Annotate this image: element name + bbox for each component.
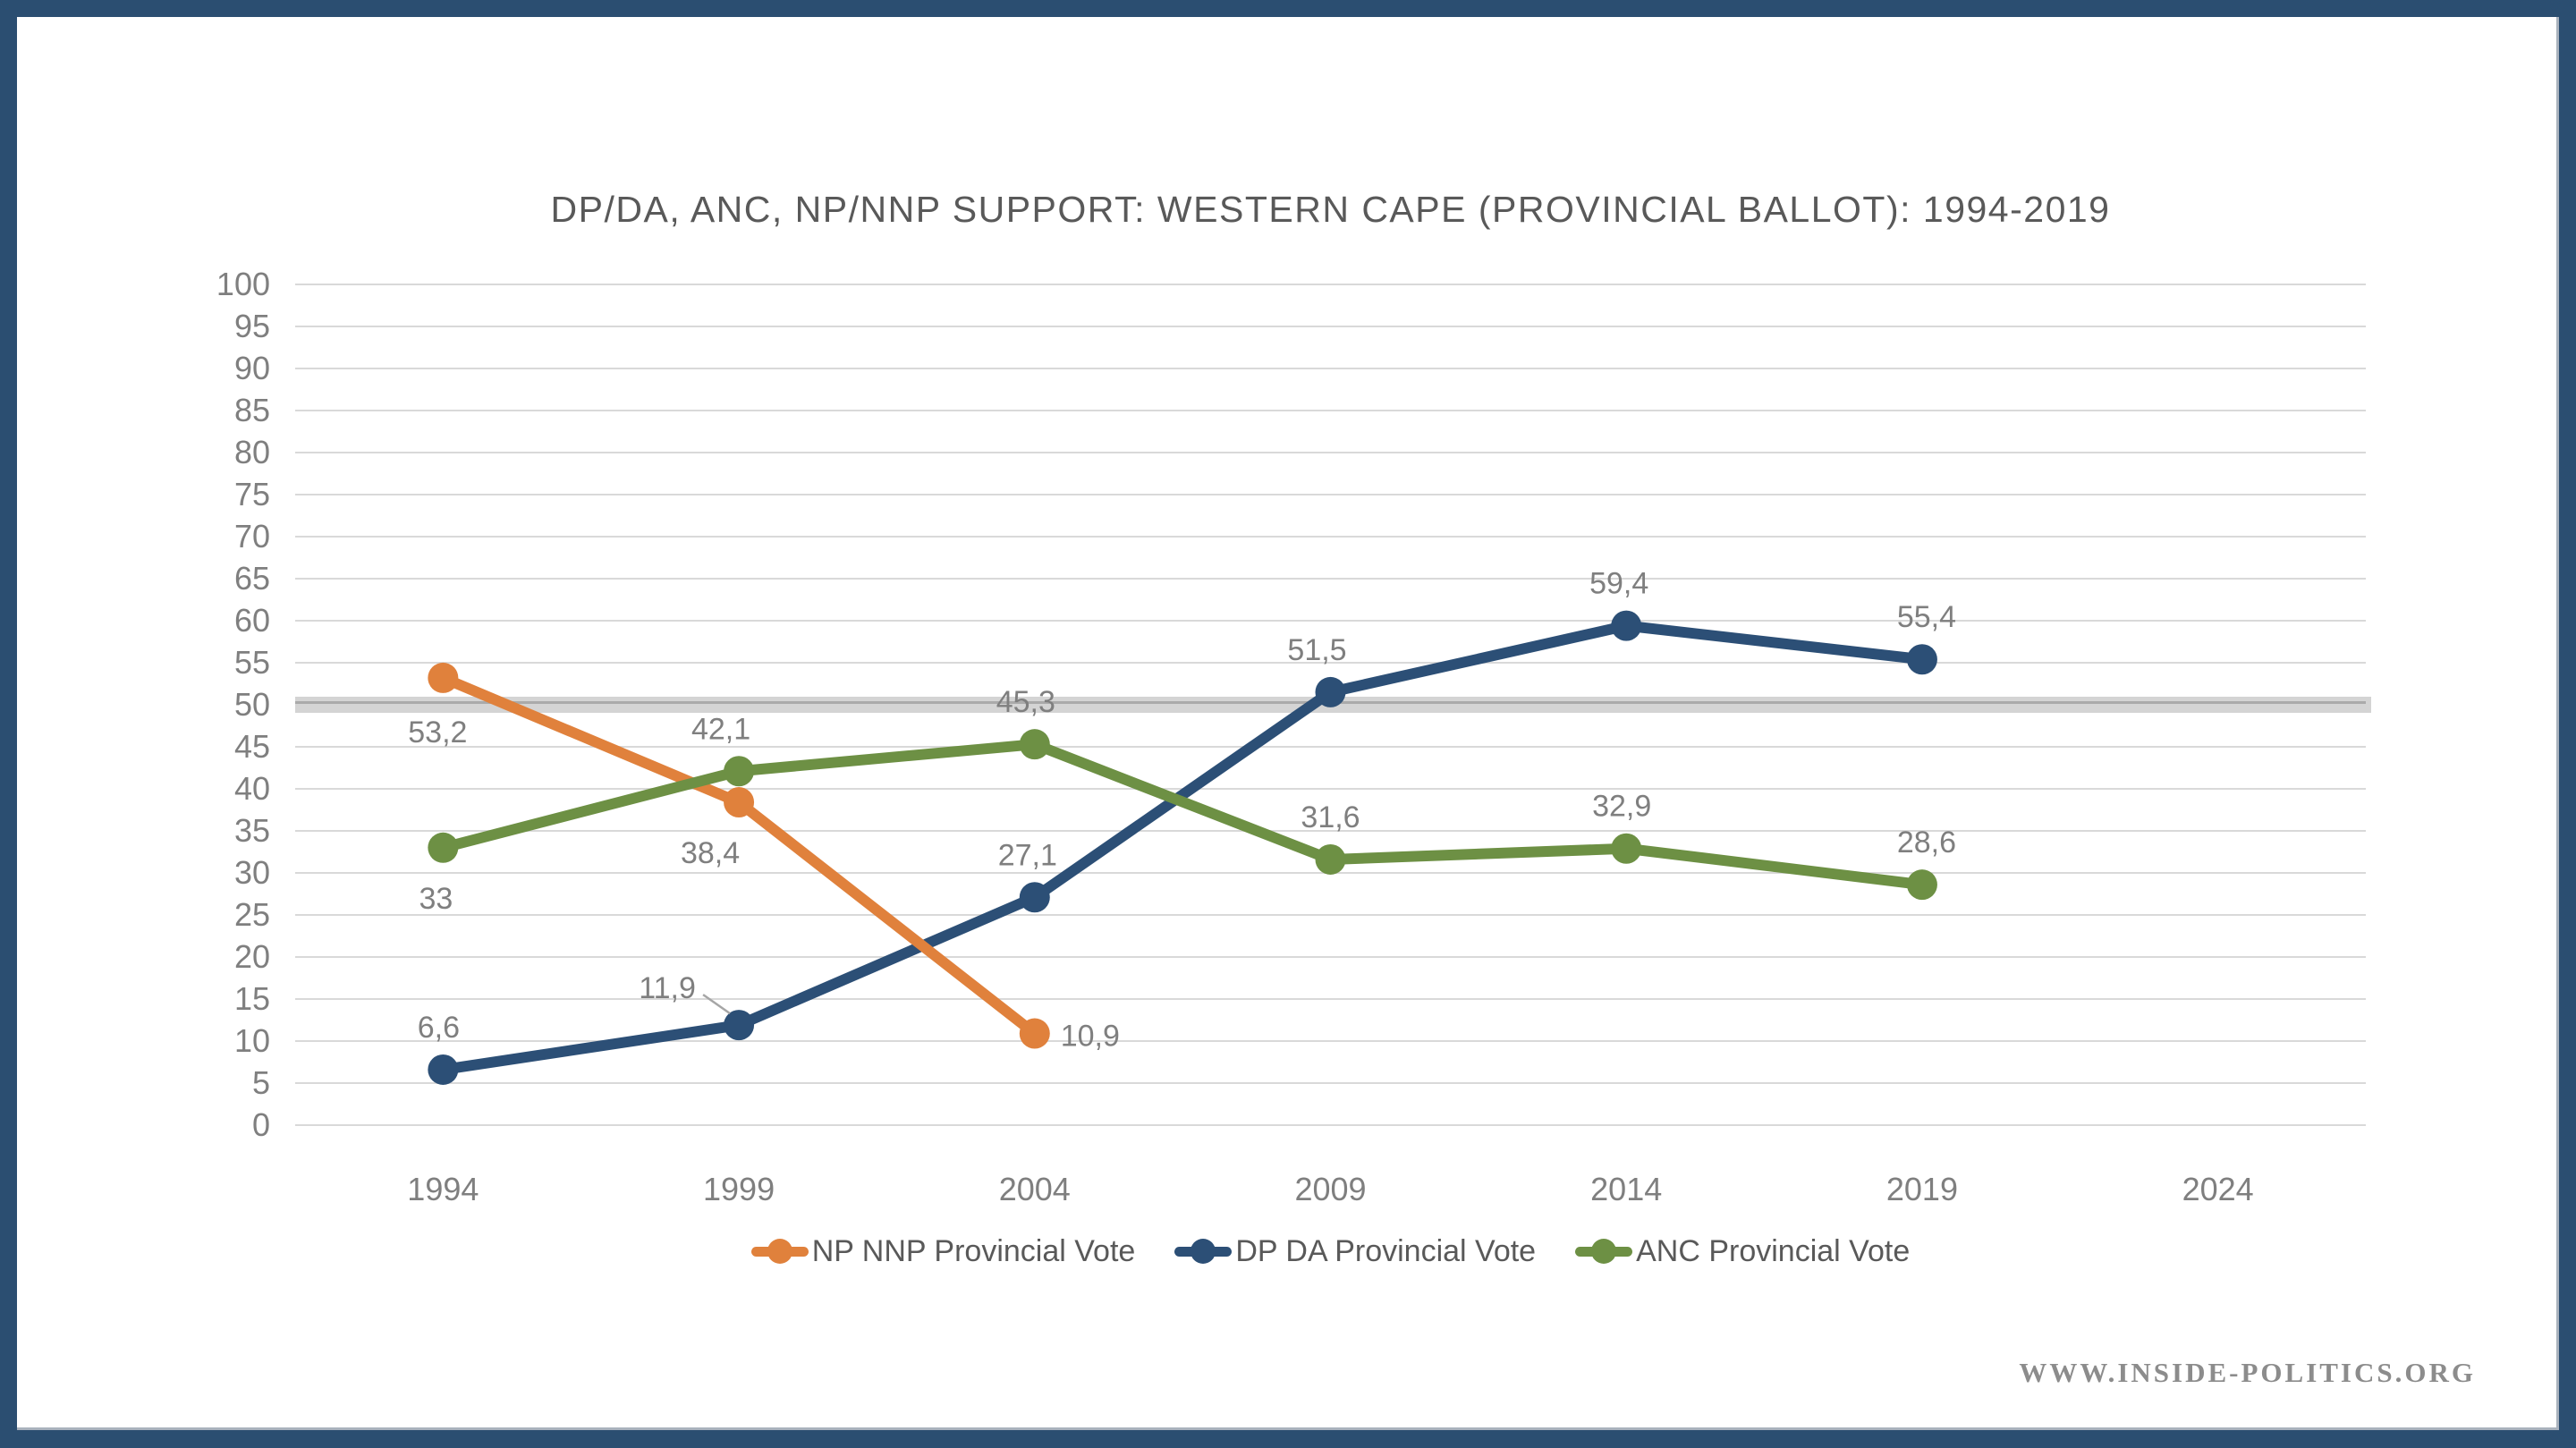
x-axis-tick-label: 1994 [407,1171,479,1207]
data-point-label-dp-da-provincial-vote: 59,4 [1589,567,1648,601]
x-axis-tick-label: 2019 [1886,1171,1958,1207]
y-axis-tick-label: 45 [234,728,270,765]
y-axis-tick-label: 60 [234,602,270,639]
y-axis-tick-label: 15 [234,980,270,1017]
x-axis-tick-label: 1999 [703,1171,775,1207]
legend-dot-icon [1591,1239,1617,1264]
data-point-label-np-nnp-provincial-vote: 10,9 [1061,1020,1120,1054]
y-axis-tick-label: 95 [234,308,270,344]
data-point-dp-da-provincial-vote [1019,882,1050,913]
data-point-anc-provincial-vote [1906,869,1937,901]
data-point-label-anc-provincial-vote: 42,1 [691,712,750,746]
y-axis-tick-label: 80 [234,434,270,470]
y-axis-tick-label: 35 [234,812,270,849]
legend-dot-icon [1191,1239,1216,1264]
data-point-label-dp-da-provincial-vote: 51,5 [1287,633,1346,667]
chart-title: DP/DA, ANC, NP/NNP SUPPORT: WESTERN CAPE… [550,189,2111,230]
data-point-np-nnp-provincial-vote [724,787,755,818]
legend-label: NP NNP Provincial Vote [811,1233,1136,1268]
legend-item-dp-da-provincial-vote: DP DA Provincial Vote [1174,1234,1536,1269]
legend-label: ANC Provincial Vote [1636,1233,1911,1268]
data-point-label-anc-provincial-vote: 33 [419,882,453,916]
data-point-anc-provincial-vote [1315,843,1346,875]
x-axis-tick-label: 2004 [999,1171,1071,1207]
data-point-label-anc-provincial-vote: 28,6 [1897,826,1956,859]
legend-line-marker-icon [1174,1239,1233,1264]
legend-item-anc-provincial-vote: ANC Provincial Vote [1575,1234,1910,1269]
y-axis-tick-label: 90 [234,350,270,386]
series-line-anc-provincial-vote [437,739,1928,891]
data-point-label-np-nnp-provincial-vote: 38,4 [681,836,740,870]
y-axis-tick-label: 25 [234,896,270,933]
data-point-label-dp-da-provincial-vote: 27,1 [998,838,1057,872]
legend-label: DP DA Provincial Vote [1235,1233,1537,1268]
data-point-label-dp-da-provincial-vote: 55,4 [1897,600,1956,634]
data-point-np-nnp-provincial-vote [428,662,459,693]
data-point-dp-da-provincial-vote [1611,610,1642,641]
legend-dot-icon [767,1239,792,1264]
data-point-dp-da-provincial-vote [1315,676,1346,707]
y-axis-tick-label: 0 [252,1106,270,1143]
data-point-dp-da-provincial-vote [724,1010,755,1041]
data-point-anc-provincial-vote [1611,833,1642,864]
data-point-anc-provincial-vote [428,832,459,863]
y-axis-tick-label: 100 [216,266,270,302]
y-axis-tick-label: 55 [234,644,270,681]
x-axis-tick-label: 2024 [2182,1171,2254,1207]
data-point-label-anc-provincial-vote: 31,6 [1301,800,1360,834]
data-point-label-anc-provincial-vote: 32,9 [1592,790,1651,824]
data-point-label-dp-da-provincial-vote: 11,9 [639,971,696,1005]
x-axis-tick-label: 2014 [1590,1171,1662,1207]
data-point-label-dp-da-provincial-vote: 6,6 [418,1011,460,1045]
legend-line-marker-icon [1575,1239,1633,1264]
data-label-leader-line [702,994,731,1015]
legend-line-marker-icon [750,1239,809,1264]
chart-legend: NP NNP Provincial Vote DP DA Provincial V… [295,1232,2366,1271]
data-point-anc-provincial-vote [724,756,755,787]
y-axis-tick-label: 65 [234,560,270,597]
y-axis-tick-label: 75 [234,476,270,512]
y-axis-tick-label: 5 [252,1064,270,1101]
y-axis-tick-label: 20 [234,938,270,975]
legend-item-np-nnp-provincial-vote: NP NNP Provincial Vote [750,1233,1136,1269]
y-axis-tick-label: 10 [234,1022,270,1059]
x-axis-tick-label: 2009 [1294,1171,1366,1207]
y-axis-tick-label: 70 [234,518,270,555]
data-point-label-np-nnp-provincial-vote: 53,2 [408,716,467,749]
line-chart-plot-area: 0 5 10 15 20 25 30 35 40 45 50 55 60 65 70 75 80 85 90 95 10… [216,266,2371,1207]
data-point-np-nnp-provincial-vote [1019,1018,1050,1049]
chart-canvas: DP/DA, ANC, NP/NNP SUPPORT: WESTERN CAPE… [17,17,2559,1430]
data-point-anc-provincial-vote [1019,729,1050,760]
data-point-dp-da-provincial-vote [1906,644,1937,675]
y-axis-tick-label: 40 [234,770,270,807]
watermark: WWW.INSIDE-POLITICS.ORG [2019,1357,2476,1388]
y-axis-tick-label: 85 [234,392,270,428]
data-point-dp-da-provincial-vote [428,1054,459,1085]
series-line-dp-da-provincial-vote [437,620,1928,1075]
data-point-label-anc-provincial-vote: 45,3 [996,685,1055,719]
y-axis-tick-label: 30 [234,854,270,891]
y-axis-tick-label: 50 [234,686,270,723]
